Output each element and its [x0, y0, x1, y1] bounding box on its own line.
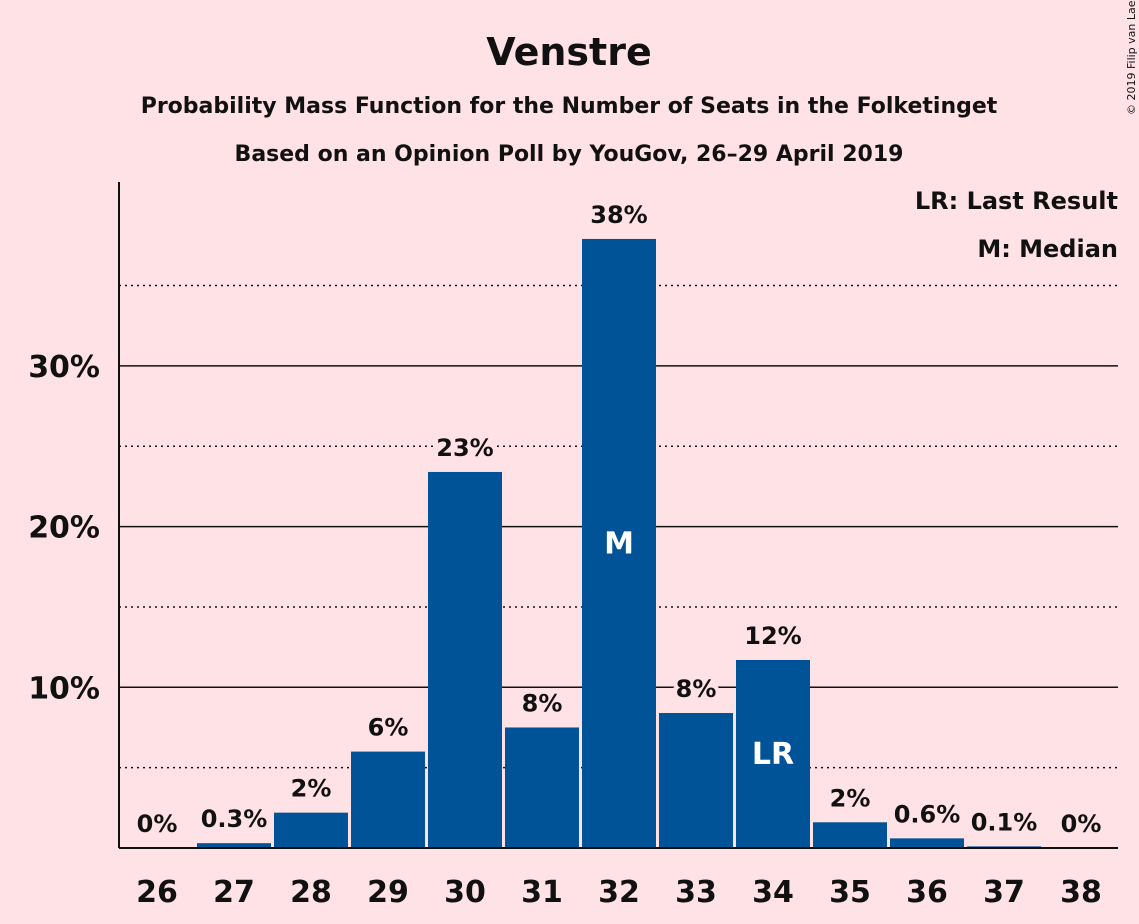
last-result-marker: LR: [752, 737, 794, 772]
bar-value-label: 12%: [744, 622, 801, 650]
bars: 0% 0.3% 2% 6% 23% 8% 38% M 8% 12% LR 2% 0.6% 0.1% 0%: [133, 197, 1105, 848]
bar: [582, 238, 656, 848]
bar-value-label: 2%: [830, 784, 871, 812]
bar: [736, 659, 810, 848]
x-tick-label: 26: [136, 875, 178, 910]
x-tick-label: 34: [752, 875, 794, 910]
x-tick-label: 32: [598, 875, 640, 910]
bar: [890, 838, 964, 848]
legend-last-result: LR: Last Result: [915, 187, 1118, 215]
bar: [351, 751, 425, 848]
legend-median: M: Median: [977, 235, 1118, 263]
y-tick-label: 20%: [28, 511, 100, 546]
bar-value-label: 0.1%: [971, 808, 1038, 836]
y-tick-label: 30%: [28, 350, 100, 385]
bar: [197, 843, 271, 848]
bar-value-label: 0.6%: [894, 800, 961, 828]
bar-value-label: 8%: [522, 689, 563, 717]
bar: [428, 471, 502, 848]
bar: [505, 727, 579, 848]
axes: 10% 20% 30% 26 27 28 29 30 31 32 33 34 35 36 37 38: [28, 182, 1118, 910]
x-tick-label: 31: [521, 875, 563, 910]
y-tick-label: 10%: [28, 671, 100, 706]
bar-value-label: 8%: [676, 675, 717, 703]
bar-value-label: 0%: [137, 810, 178, 838]
bar-value-label: 2%: [291, 775, 332, 803]
chart-subtitle-1: Probability Mass Function for the Number…: [141, 94, 998, 119]
bar: [274, 812, 348, 848]
x-tick-label: 35: [829, 875, 871, 910]
copyright-notice: © 2019 Filip van Laenen: [1125, 0, 1138, 115]
x-tick-label: 27: [213, 875, 255, 910]
chart-title: Venstre: [486, 30, 651, 74]
x-tick-label: 30: [444, 875, 486, 910]
bar-value-label: 0.3%: [201, 805, 268, 833]
bar: [813, 822, 887, 848]
bar-value-label: 6%: [368, 714, 409, 742]
x-tick-label: 36: [906, 875, 948, 910]
median-marker: M: [604, 526, 634, 561]
x-tick-label: 29: [367, 875, 409, 910]
bar: [659, 713, 733, 848]
x-tick-label: 33: [675, 875, 717, 910]
x-tick-label: 37: [983, 875, 1025, 910]
x-tick-label: 38: [1060, 875, 1102, 910]
bar-value-label: 23%: [436, 434, 493, 462]
bar-value-label: 38%: [590, 201, 647, 229]
bar-value-label: 0%: [1061, 810, 1102, 838]
chart-subtitle-2: Based on an Opinion Poll by YouGov, 26–2…: [235, 142, 904, 167]
x-tick-label: 28: [290, 875, 332, 910]
